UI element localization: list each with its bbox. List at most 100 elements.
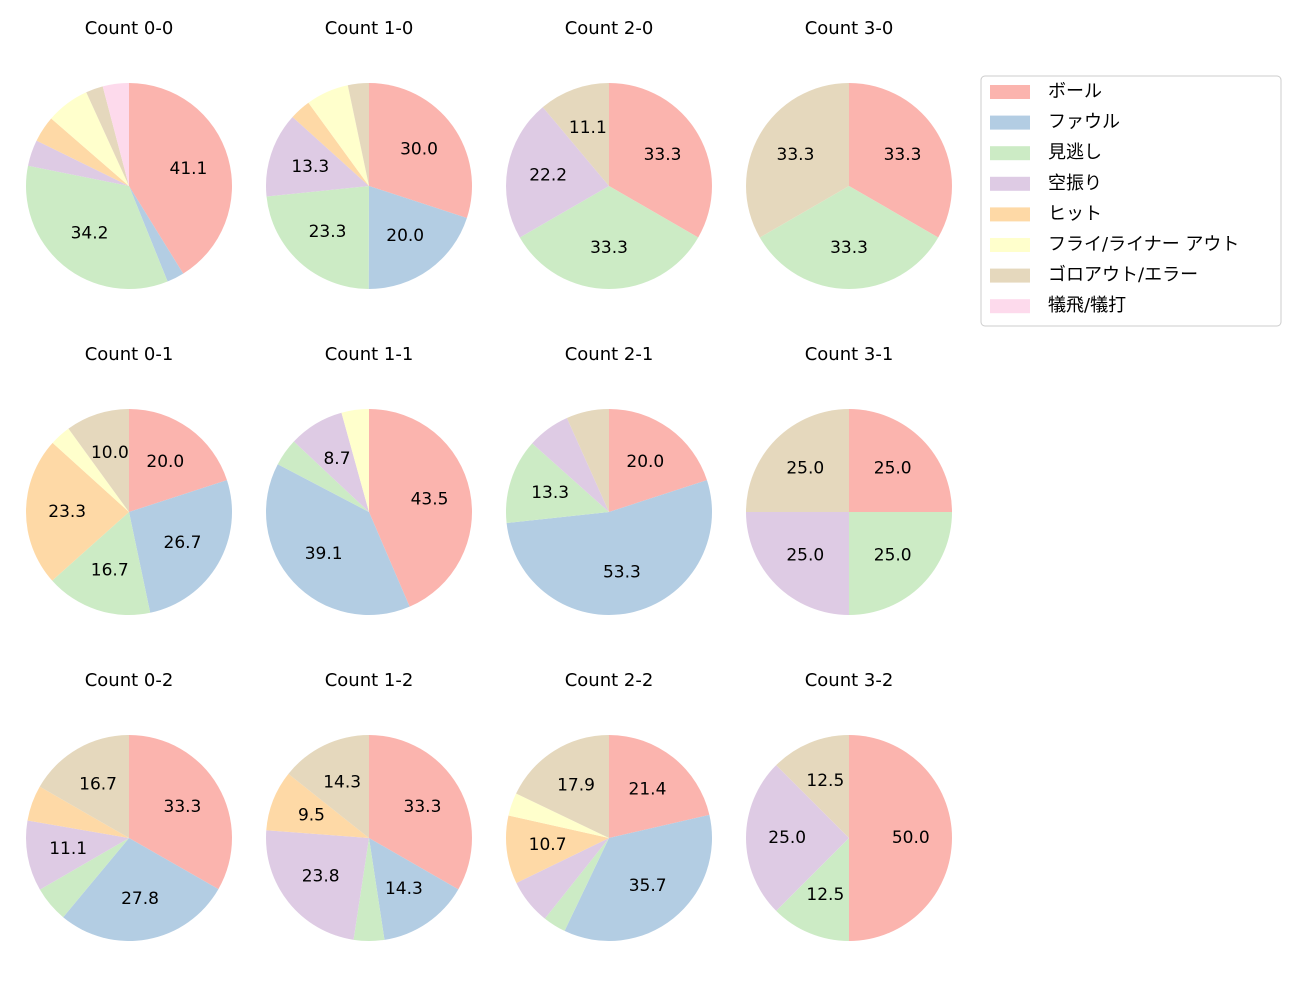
pie-slice xyxy=(39,735,129,838)
pie-slice xyxy=(506,480,712,615)
pie-title: Count 0-2 xyxy=(85,670,174,691)
slice-label: 12.5 xyxy=(806,885,844,905)
pie-slice xyxy=(102,83,129,186)
pie-slice xyxy=(266,464,410,615)
slice-label: 23.3 xyxy=(48,502,86,522)
slice-label: 39.1 xyxy=(305,544,343,564)
slice-label: 33.3 xyxy=(404,797,442,817)
pie-title: Count 0-0 xyxy=(85,18,174,39)
pie-slice xyxy=(506,815,609,884)
pie-slice xyxy=(129,83,232,274)
slice-label: 11.1 xyxy=(569,118,607,138)
legend-label: ヒット xyxy=(1048,203,1102,224)
slice-label: 27.8 xyxy=(121,889,159,909)
slice-label: 22.2 xyxy=(529,165,567,185)
slice-label: 14.3 xyxy=(385,879,423,899)
pie-slice xyxy=(776,838,849,941)
legend-label: ファウル xyxy=(1048,112,1120,133)
pie-slice xyxy=(28,140,130,186)
pie-slice xyxy=(849,409,952,512)
pie-slice xyxy=(266,773,369,838)
pie-slice xyxy=(532,417,609,512)
pie-slice xyxy=(25,820,129,890)
slice-label: 23.3 xyxy=(309,222,347,242)
slice-label: 16.7 xyxy=(91,561,129,581)
pie-slice xyxy=(292,102,369,186)
pie-slice xyxy=(369,735,472,890)
pie-slice xyxy=(369,83,472,219)
pie-slice xyxy=(266,830,369,940)
pie-slice xyxy=(129,480,232,613)
slice-label: 33.3 xyxy=(777,145,815,165)
slice-label: 25.0 xyxy=(874,546,912,566)
slice-label: 20.0 xyxy=(386,226,424,246)
slice-label: 16.7 xyxy=(79,774,117,794)
pie-slice xyxy=(68,409,129,512)
pie-slice xyxy=(849,735,952,941)
slice-label: 41.1 xyxy=(170,159,208,179)
slice-label: 13.3 xyxy=(291,157,329,177)
slice-label: 33.3 xyxy=(164,797,202,817)
pie-slice xyxy=(609,409,707,512)
legend-label: フライ/ライナー アウト xyxy=(1048,234,1239,255)
pie-title: Count 1-1 xyxy=(325,344,414,365)
legend-swatch xyxy=(990,85,1030,99)
legend-label: ボール xyxy=(1048,81,1102,102)
pie-slice xyxy=(746,512,849,615)
pie-title: Count 1-0 xyxy=(325,18,414,39)
pie-slice xyxy=(609,83,712,238)
pie-slice xyxy=(63,838,219,941)
pie-slice xyxy=(25,442,130,581)
legend-swatch xyxy=(990,238,1030,252)
pie-title: Count 2-2 xyxy=(565,670,654,691)
slice-label: 26.7 xyxy=(164,533,202,553)
slice-label: 33.3 xyxy=(590,238,628,258)
pie-slice xyxy=(564,814,713,942)
pie-slice xyxy=(27,786,129,838)
pie-slice xyxy=(542,83,609,186)
pie-slice xyxy=(51,92,129,186)
legend-box xyxy=(980,75,1282,327)
legend-label: 見逃し xyxy=(1048,142,1102,163)
pie-slice xyxy=(609,735,710,838)
slice-label: 50.0 xyxy=(892,828,930,848)
legend-swatch xyxy=(990,299,1030,314)
pie-slice xyxy=(516,838,609,919)
pie-slice xyxy=(129,735,232,890)
pie-title: Count 0-1 xyxy=(85,344,174,365)
slice-label: 25.0 xyxy=(768,828,806,848)
legend-swatch xyxy=(990,115,1030,130)
pie-slice xyxy=(353,838,385,941)
slice-label: 23.8 xyxy=(302,866,340,886)
slice-label: 25.0 xyxy=(786,458,824,478)
slice-label: 34.2 xyxy=(71,224,109,244)
legend-label: 空振り xyxy=(1048,173,1102,194)
pie-slice xyxy=(288,735,369,838)
pie-slice xyxy=(745,83,849,238)
slice-label: 25.0 xyxy=(874,458,912,478)
pie-slice xyxy=(519,186,699,289)
pie-slice xyxy=(849,83,952,238)
slice-label: 8.7 xyxy=(323,449,350,469)
pie-slice xyxy=(129,409,227,512)
legend-swatch xyxy=(990,146,1030,161)
pie-title: Count 3-1 xyxy=(805,344,894,365)
pie-slice xyxy=(369,409,472,607)
slice-label: 33.3 xyxy=(644,145,682,165)
pie-slice xyxy=(52,512,151,615)
slice-label: 10.7 xyxy=(529,835,567,855)
slice-label: 13.3 xyxy=(531,483,569,503)
slice-label: 20.0 xyxy=(146,452,184,472)
pie-slice xyxy=(25,165,168,289)
pie-slice xyxy=(505,107,609,238)
pie-title: Count 1-2 xyxy=(325,670,414,691)
pie-slice xyxy=(266,116,369,197)
slice-label: 12.5 xyxy=(806,771,844,791)
pie-slice xyxy=(347,83,369,186)
pie-title: Count 3-2 xyxy=(805,670,894,691)
slice-label: 21.4 xyxy=(629,780,667,800)
pie-slice xyxy=(368,186,467,289)
pie-slice xyxy=(849,512,952,615)
pie-slice xyxy=(516,735,609,838)
